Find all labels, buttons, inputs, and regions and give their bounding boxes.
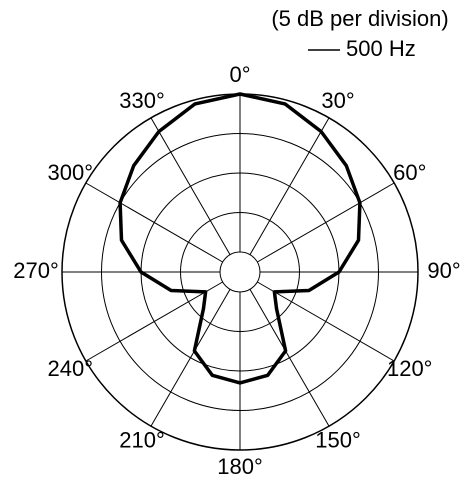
grid-spoke: [249, 289, 330, 427]
polar-line: [118, 92, 362, 385]
angle-label: 330°: [119, 88, 165, 113]
grid-spoke: [85, 182, 223, 263]
grid-spoke: [257, 281, 395, 362]
grid-spoke: [257, 182, 395, 263]
angle-label: 210°: [119, 428, 165, 453]
angle-label: 90°: [427, 258, 460, 283]
angle-label: 270°: [13, 258, 59, 283]
angle-label: 150°: [315, 428, 361, 453]
angle-label: 300°: [48, 160, 94, 185]
angle-label: 0°: [229, 62, 250, 87]
angle-label: 30°: [321, 88, 354, 113]
chart-title: (5 dB per division): [271, 6, 448, 31]
grid-spoke: [150, 289, 231, 427]
legend-label: 500 Hz: [346, 36, 416, 61]
angle-label: 120°: [387, 356, 433, 381]
angle-label: 60°: [393, 160, 426, 185]
angle-label: 180°: [217, 454, 263, 479]
angle-label: 240°: [48, 356, 94, 381]
grid-spoke: [150, 117, 231, 255]
grid-ring: [219, 251, 261, 293]
grid-spoke: [249, 117, 330, 255]
grid-spoke: [85, 281, 223, 362]
